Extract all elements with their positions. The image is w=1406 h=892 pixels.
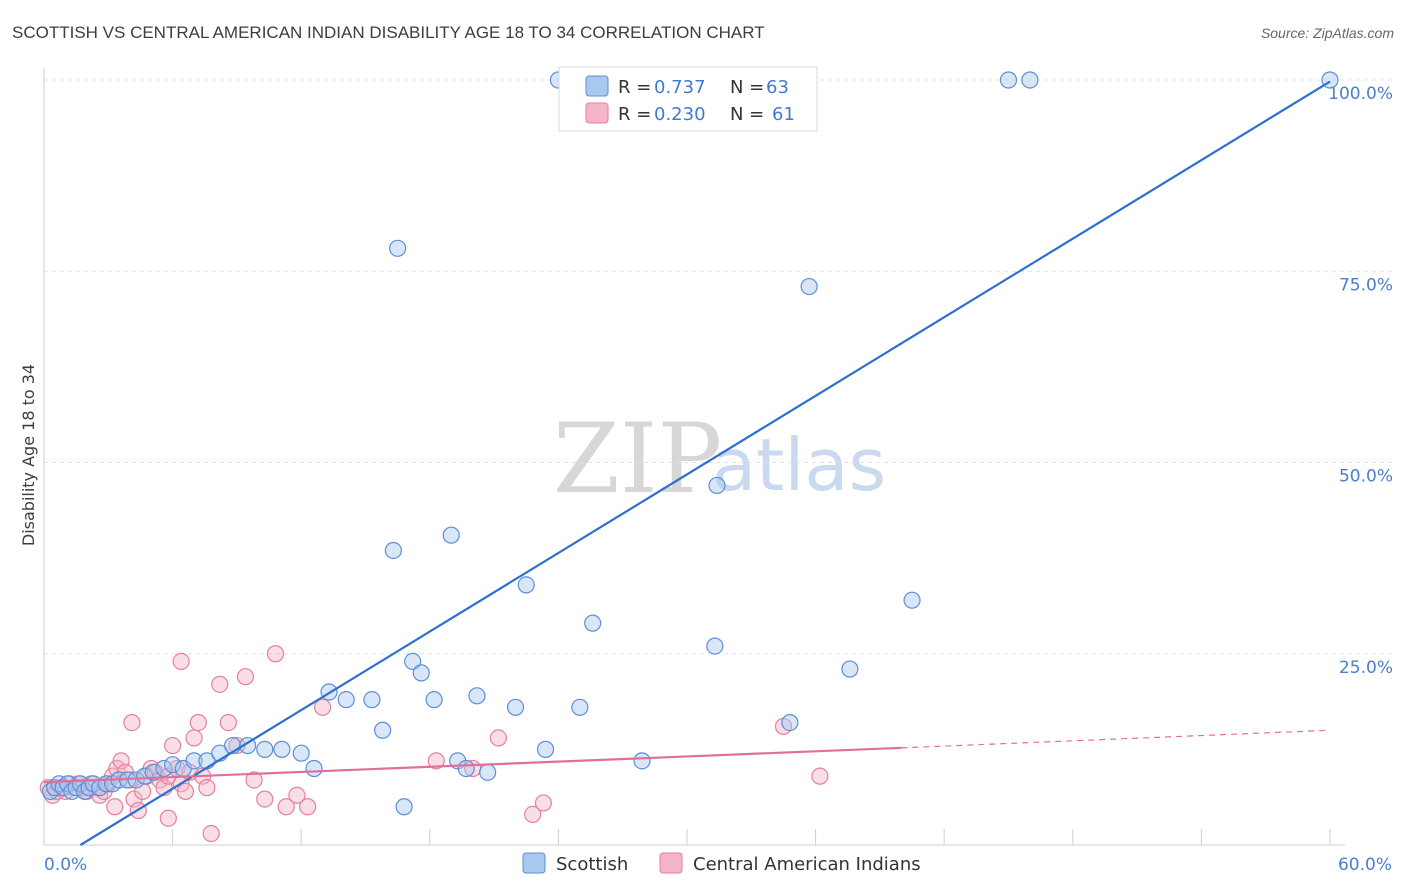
cai-point-35 (189, 713, 207, 732)
scottish-point-36 (395, 798, 413, 816)
scottish-point-45 (536, 740, 555, 758)
bottom-legend-swatch-scottish (522, 852, 546, 874)
y-tick-labels: 25.0% 50.0% 75.0% 100.0% (1328, 84, 1393, 678)
legend-n-label-cai: N = (730, 104, 764, 125)
cai-point-29 (164, 736, 182, 755)
trend-line-cai (43, 746, 902, 784)
series-central-american-indians-points (39, 645, 829, 843)
cai-point-45 (266, 645, 285, 663)
scottish-point-18 (144, 763, 162, 781)
cai-point-51 (172, 652, 190, 671)
scottish-point-54 (903, 591, 921, 609)
scottish-point-46 (571, 698, 589, 716)
cai-point-37 (198, 779, 216, 797)
scottish-point-55 (389, 239, 407, 257)
cai-point-46 (277, 798, 295, 816)
scottish-point-37 (404, 652, 422, 671)
cai-point-34 (185, 729, 203, 747)
scottish-point-43 (479, 763, 497, 781)
series-legend: Scottish Central American Indians (522, 852, 921, 875)
y-tick-label-3: 100.0% (1328, 84, 1393, 104)
scottish-point-17 (136, 767, 154, 785)
scottish-point-42 (468, 687, 486, 705)
legend-r-value-cai: 0.230 (654, 104, 706, 125)
trend-line-cai-extension (901, 729, 1331, 749)
legend-swatch-scottish (585, 75, 609, 97)
scottish-point-56 (442, 526, 460, 544)
bottom-legend-swatch-cai (659, 852, 683, 874)
scottish-point-60 (999, 71, 1018, 89)
scottish-point-41 (457, 759, 475, 778)
cai-point-57 (524, 805, 542, 824)
chart-title: SCOTTISH VS CENTRAL AMERICAN INDIAN DISA… (12, 23, 765, 42)
cai-point-50 (159, 809, 177, 827)
cai-point-56 (489, 729, 507, 747)
y-axis-label: Disability Age 18 to 34 (19, 364, 38, 546)
scottish-point-44 (506, 698, 525, 716)
y-tick-label-1: 50.0% (1339, 467, 1393, 487)
scottish-point-27 (256, 740, 274, 758)
cai-point-40 (219, 713, 237, 732)
cai-point-47 (288, 786, 306, 804)
scottish-point-33 (363, 691, 381, 709)
cai-point-44 (256, 790, 274, 808)
scottish-point-61 (1021, 71, 1039, 89)
scottish-point-47 (584, 614, 602, 632)
scottish-point-57 (517, 576, 535, 594)
scottish-point-32 (337, 691, 355, 709)
cai-point-32 (176, 782, 195, 801)
legend-r-value-scottish: 0.737 (654, 77, 706, 98)
scottish-point-48 (633, 752, 651, 770)
cai-point-52 (123, 713, 141, 732)
cai-point-53 (106, 798, 124, 816)
legend-n-value-scottish: 63 (766, 77, 789, 98)
scottish-point-20 (164, 756, 182, 774)
axes (43, 68, 1345, 846)
cai-point-48 (299, 798, 317, 816)
scottish-point-49 (706, 637, 724, 655)
scottish-point-53 (841, 660, 859, 678)
stats-legend: R = 0.737 N = 63 R = 0.230 N = 61 (558, 66, 818, 132)
scottish-point-39 (425, 691, 443, 709)
scottish-point-28 (273, 740, 291, 758)
scottish-point-29 (292, 744, 310, 762)
legend-n-label-scottish: N = (730, 77, 764, 98)
scottish-point-34 (374, 721, 392, 739)
scottish-point-22 (185, 752, 203, 770)
bottom-legend-label-cai: Central American Indians (693, 854, 921, 875)
trend-line-scottish (79, 80, 1331, 846)
bottom-legend-label-scottish: Scottish (556, 854, 628, 875)
trend-lines (43, 80, 1331, 846)
y-tick-label-2: 75.0% (1339, 275, 1393, 295)
watermark-zip: ZIP (553, 403, 722, 515)
cai-point-39 (211, 675, 229, 693)
x-tick-label-min: 0.0% (44, 855, 87, 875)
cai-point-42 (236, 668, 255, 686)
scottish-point-30 (305, 759, 323, 778)
y-tick-label-0: 25.0% (1339, 658, 1393, 678)
cai-point-54 (427, 752, 445, 770)
scottish-point-35 (384, 541, 402, 560)
scottish-point-50 (708, 476, 726, 495)
legend-r-label-scottish: R = (618, 77, 651, 98)
cai-point-49 (314, 698, 332, 716)
scottish-point-52 (800, 277, 818, 296)
cai-point-43 (245, 771, 263, 789)
legend-r-label-cai: R = (618, 104, 651, 125)
legend-swatch-cai (585, 102, 609, 124)
x-tick-label-max: 60.0% (1338, 855, 1392, 875)
scottish-point-51 (781, 713, 799, 732)
cai-point-60 (811, 767, 829, 785)
cai-point-58 (534, 794, 552, 812)
scottish-point-38 (412, 664, 430, 682)
chart-source: Source: ZipAtlas.com (1261, 25, 1394, 41)
legend-n-value-cai: 61 (772, 104, 795, 125)
watermark-atlas: atlas (712, 423, 886, 507)
cai-point-38 (202, 824, 220, 843)
